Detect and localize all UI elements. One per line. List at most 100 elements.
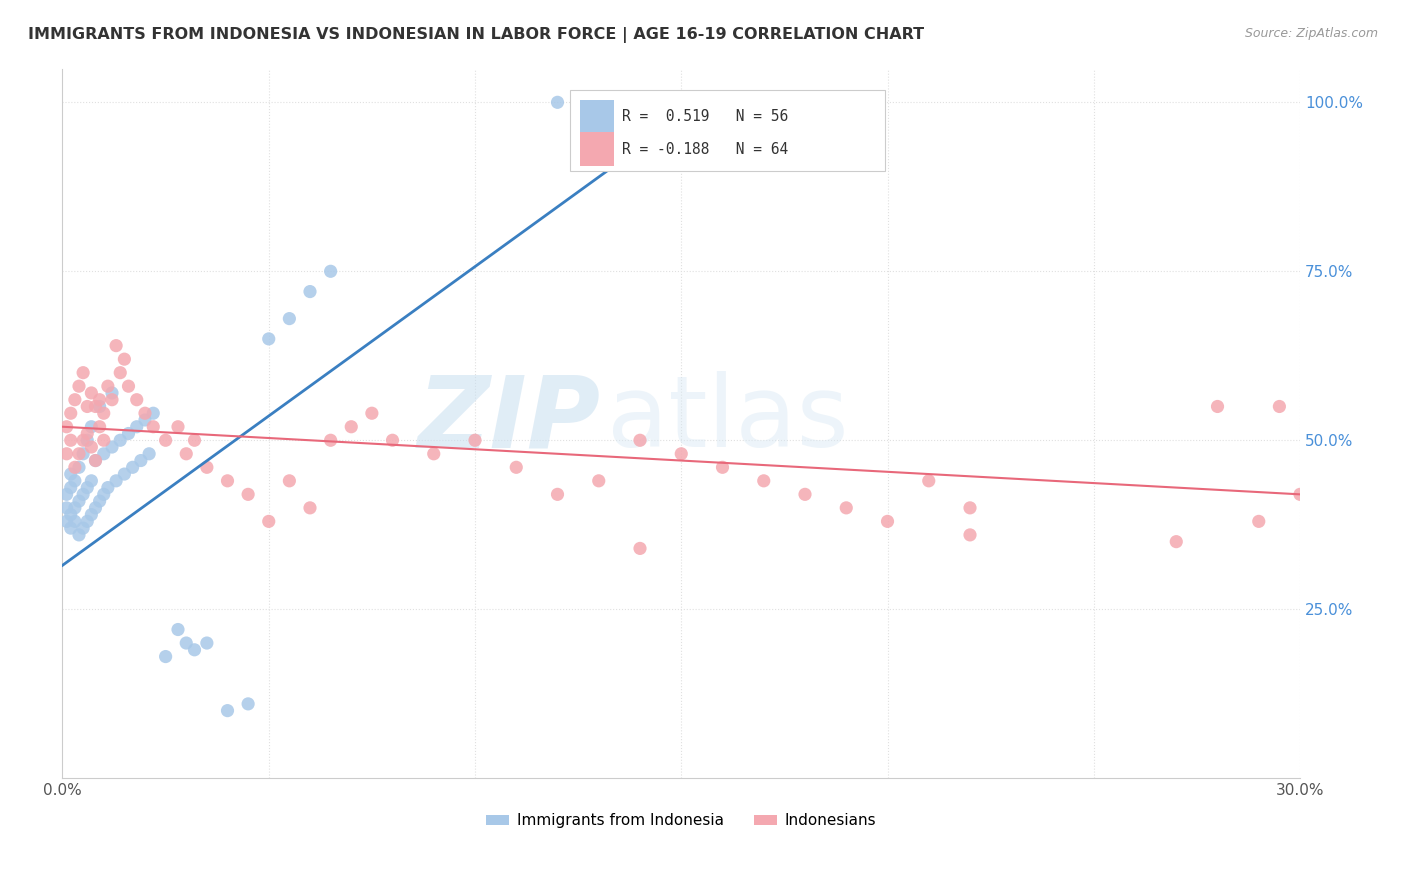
Point	[76, 481, 98, 495]
Point	[117, 379, 139, 393]
Point	[628, 434, 651, 448]
Point	[67, 494, 90, 508]
Point	[89, 392, 111, 407]
Point	[319, 434, 342, 448]
Point	[183, 434, 205, 448]
Point	[76, 400, 98, 414]
Text: ZIP: ZIP	[418, 371, 600, 468]
Point	[121, 460, 143, 475]
Point	[76, 426, 98, 441]
Text: R =  0.519   N = 56: R = 0.519 N = 56	[621, 110, 789, 124]
Point	[138, 447, 160, 461]
Point	[84, 453, 107, 467]
Point	[93, 487, 115, 501]
Point	[876, 515, 898, 529]
Point	[628, 95, 651, 110]
Point	[381, 434, 404, 448]
Point	[110, 366, 132, 380]
Point	[89, 400, 111, 414]
Point	[63, 392, 86, 407]
Point	[1166, 534, 1188, 549]
Text: IMMIGRANTS FROM INDONESIA VS INDONESIAN IN LABOR FORCE | AGE 16-19 CORRELATION C: IMMIGRANTS FROM INDONESIA VS INDONESIAN …	[28, 27, 924, 43]
Point	[59, 521, 82, 535]
Point	[298, 285, 321, 299]
Point	[257, 515, 280, 529]
Point	[360, 406, 382, 420]
Text: R = -0.188   N = 64: R = -0.188 N = 64	[621, 142, 789, 157]
Point	[794, 487, 817, 501]
Legend: Immigrants from Indonesia, Indonesians: Immigrants from Indonesia, Indonesians	[479, 807, 883, 834]
Point	[55, 487, 77, 501]
Point	[174, 636, 197, 650]
Point	[76, 515, 98, 529]
Point	[63, 474, 86, 488]
Point	[97, 481, 120, 495]
Point	[340, 419, 363, 434]
Point	[547, 487, 569, 501]
Point	[835, 500, 858, 515]
Point	[55, 447, 77, 461]
Point	[298, 500, 321, 515]
Point	[671, 447, 693, 461]
Point	[76, 434, 98, 448]
Point	[63, 515, 86, 529]
Point	[278, 474, 301, 488]
Point	[63, 460, 86, 475]
Point	[1268, 400, 1291, 414]
Point	[89, 419, 111, 434]
Point	[80, 419, 103, 434]
Point	[464, 434, 486, 448]
Point	[105, 338, 128, 352]
Point	[101, 392, 124, 407]
Point	[55, 419, 77, 434]
Point	[195, 460, 218, 475]
Point	[72, 487, 94, 501]
Point	[167, 623, 190, 637]
Point	[93, 406, 115, 420]
Point	[195, 636, 218, 650]
Point	[125, 419, 148, 434]
Point	[72, 447, 94, 461]
Point	[319, 264, 342, 278]
Point	[155, 649, 177, 664]
Point	[183, 642, 205, 657]
Point	[59, 508, 82, 522]
Point	[72, 366, 94, 380]
Point	[80, 474, 103, 488]
Point	[236, 487, 259, 501]
Point	[959, 528, 981, 542]
Point	[918, 474, 941, 488]
Point	[67, 460, 90, 475]
Point	[1247, 515, 1270, 529]
Point	[547, 95, 569, 110]
Point	[125, 392, 148, 407]
Point	[63, 500, 86, 515]
Point	[59, 406, 82, 420]
Point	[167, 419, 190, 434]
Point	[134, 406, 156, 420]
Point	[110, 434, 132, 448]
Point	[80, 386, 103, 401]
Point	[752, 474, 775, 488]
Point	[1206, 400, 1229, 414]
Point	[711, 460, 734, 475]
Point	[959, 500, 981, 515]
Point	[174, 447, 197, 461]
Point	[628, 541, 651, 556]
Point	[67, 528, 90, 542]
Point	[142, 419, 165, 434]
Point	[155, 434, 177, 448]
Point	[55, 515, 77, 529]
Point	[217, 474, 239, 488]
Bar	[579, 132, 614, 167]
Point	[55, 500, 77, 515]
Point	[101, 440, 124, 454]
Point	[505, 460, 527, 475]
Point	[112, 352, 135, 367]
Point	[80, 440, 103, 454]
Point	[423, 447, 446, 461]
Point	[89, 494, 111, 508]
Point	[236, 697, 259, 711]
Text: Source: ZipAtlas.com: Source: ZipAtlas.com	[1244, 27, 1378, 40]
Point	[588, 474, 610, 488]
